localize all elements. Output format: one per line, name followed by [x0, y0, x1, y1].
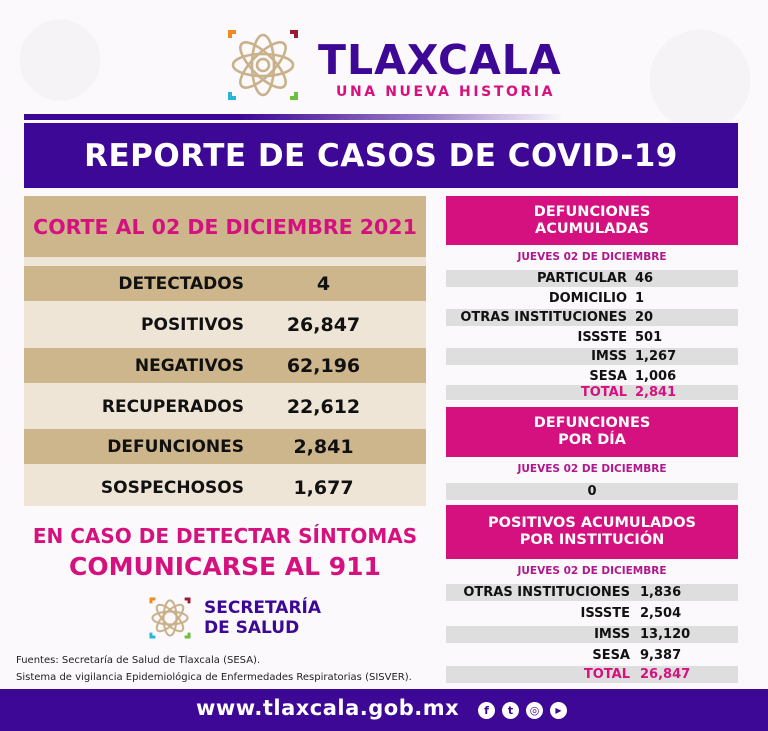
stat-row-sospechosos: SOSPECHOSOS 1,677 [24, 470, 426, 505]
table-row: ISSSTE 501 [446, 329, 738, 346]
table-row: OTRAS INSTITUCIONES 20 [446, 309, 738, 326]
row-label: TOTAL [583, 667, 630, 682]
row-label: OTRAS INSTITUCIONES [463, 585, 630, 600]
table-row: ISSSTE 2,504 [446, 605, 738, 622]
stat-row-defunciones: DEFUNCIONES 2,841 [24, 429, 426, 464]
row-label: TOTAL [580, 385, 627, 400]
row-value: 1 [635, 291, 645, 306]
row-label: DOMICILIO [548, 291, 627, 306]
table-row: DOMICILIO 1 [446, 290, 738, 307]
instagram-icon[interactable]: ◎ [526, 702, 543, 719]
table-row: IMSS 1,267 [446, 348, 738, 365]
report-banner: REPORTE DE CASOS DE COVID-19 [24, 123, 738, 188]
stat-label: SOSPECHOSOS [100, 477, 244, 498]
stat-label: DEFUNCIONES [107, 436, 244, 457]
table-row: SESA 1,006 [446, 368, 738, 385]
section-date: JUEVES 02 DE DICIEMBRE [517, 463, 667, 475]
row-value: 26,847 [640, 667, 691, 682]
table-row: SESA 9,387 [446, 647, 738, 664]
section-title: POR INSTITUCIÓN [519, 532, 665, 548]
row-value: 9,387 [640, 648, 682, 663]
stat-value: 4 [316, 272, 331, 295]
row-label: IMSS [591, 349, 627, 364]
sources: Fuentes: Secretaría de Salud de Tlaxcala… [16, 652, 412, 686]
stat-value: 62,196 [286, 354, 361, 377]
stat-label: NEGATIVOS [134, 355, 244, 376]
section-title: DEFUNCIONES [533, 203, 651, 220]
footer: www.tlaxcala.gob.mx f t ◎ ▶ [0, 689, 768, 731]
row-label: ISSSTE [580, 606, 630, 621]
secretaria-line1: SECRETARÍA [204, 598, 322, 618]
secretaria-de-salud: SECRETARÍA DE SALUD [204, 598, 321, 638]
stat-value: 1,677 [293, 476, 354, 499]
defunciones-por-dia-header: DEFUNCIONES POR DÍA [446, 407, 738, 457]
secretaria-line2: DE SALUD [204, 618, 300, 638]
row-label: ISSSTE [577, 330, 627, 345]
row-label: IMSS [594, 627, 630, 642]
table-row: OTRAS INSTITUCIONES 1,836 [446, 584, 738, 601]
sources-line2: Sistema de vigilancia Epidemiológica de … [16, 672, 412, 683]
report-title: REPORTE DE CASOS DE COVID-19 [84, 137, 678, 174]
section-title: DEFUNCIONES [533, 415, 651, 431]
stat-row-detectados: DETECTADOS 4 [24, 266, 426, 301]
twitter-icon[interactable]: t [502, 702, 519, 719]
section-title: POSITIVOS ACUMULADOS [488, 515, 696, 531]
stat-value: 22,612 [286, 395, 361, 418]
row-label: PARTICULAR [537, 271, 627, 286]
website-link[interactable]: www.tlaxcala.gob.mx [196, 696, 460, 720]
section-title: ACUMULADAS [534, 220, 649, 237]
cta-call-911: COMUNICARSE AL 911 [69, 552, 381, 581]
row-value: 2,841 [635, 385, 677, 400]
row-value: 1,267 [635, 349, 677, 364]
table-row-total: TOTAL 26,847 [446, 666, 738, 683]
flower-logo-icon [222, 24, 304, 106]
decorative-stripe [24, 114, 564, 120]
defunciones-acumuladas-header: DEFUNCIONES ACUMULADAS [446, 196, 738, 245]
row-value: 2,504 [640, 606, 682, 621]
row-value: 1,006 [635, 369, 677, 384]
row-label: SESA [592, 648, 630, 663]
row-value: 20 [635, 310, 654, 325]
stat-row-recuperados: RECUPERADOS 22,612 [24, 389, 426, 424]
row-value: 0 [587, 484, 597, 499]
facebook-icon[interactable]: f [478, 702, 495, 719]
table-row: 0 [446, 483, 738, 500]
row-label: SESA [589, 369, 627, 384]
row-value: 46 [635, 271, 654, 286]
table-row: IMSS 13,120 [446, 626, 738, 643]
row-value: 501 [635, 330, 663, 345]
positivos-por-institucion-header: POSITIVOS ACUMULADOS POR INSTITUCIÓN [446, 505, 738, 559]
section-date: JUEVES 02 DE DICIEMBRE [517, 565, 667, 577]
brand-subtitle: UNA NUEVA HISTORIA [336, 84, 556, 100]
row-value: 1,836 [640, 585, 682, 600]
table-row-total: TOTAL 2,841 [446, 385, 738, 400]
row-value: 13,120 [640, 627, 691, 642]
stat-label: DETECTADOS [118, 273, 244, 294]
summary-panel: CORTE AL 02 DE DICIEMBRE 2021 DETECTADOS… [24, 196, 426, 506]
row-label: OTRAS INSTITUCIONES [460, 310, 627, 325]
cutoff-date: CORTE AL 02 DE DICIEMBRE 2021 [24, 196, 426, 257]
stat-row-positivos: POSITIVOS 26,847 [24, 307, 426, 342]
stat-label: POSITIVOS [141, 314, 244, 335]
stat-label: RECUPERADOS [101, 396, 244, 417]
sources-line1: Fuentes: Secretaría de Salud de Tlaxcala… [16, 655, 261, 666]
table-row: PARTICULAR 46 [446, 270, 738, 287]
section-date: JUEVES 02 DE DICIEMBRE [517, 251, 667, 263]
brand-title: TLAXCALA [318, 36, 562, 84]
section-title: POR DÍA [558, 432, 626, 448]
stat-row-negativos: NEGATIVOS 62,196 [24, 348, 426, 383]
stat-value: 2,841 [293, 435, 354, 458]
youtube-icon[interactable]: ▶ [550, 702, 567, 719]
cta-symptoms: EN CASO DE DETECTAR SÍNTOMAS [32, 524, 418, 548]
stat-value: 26,847 [286, 313, 361, 336]
secretaria-logo-icon [146, 594, 194, 642]
